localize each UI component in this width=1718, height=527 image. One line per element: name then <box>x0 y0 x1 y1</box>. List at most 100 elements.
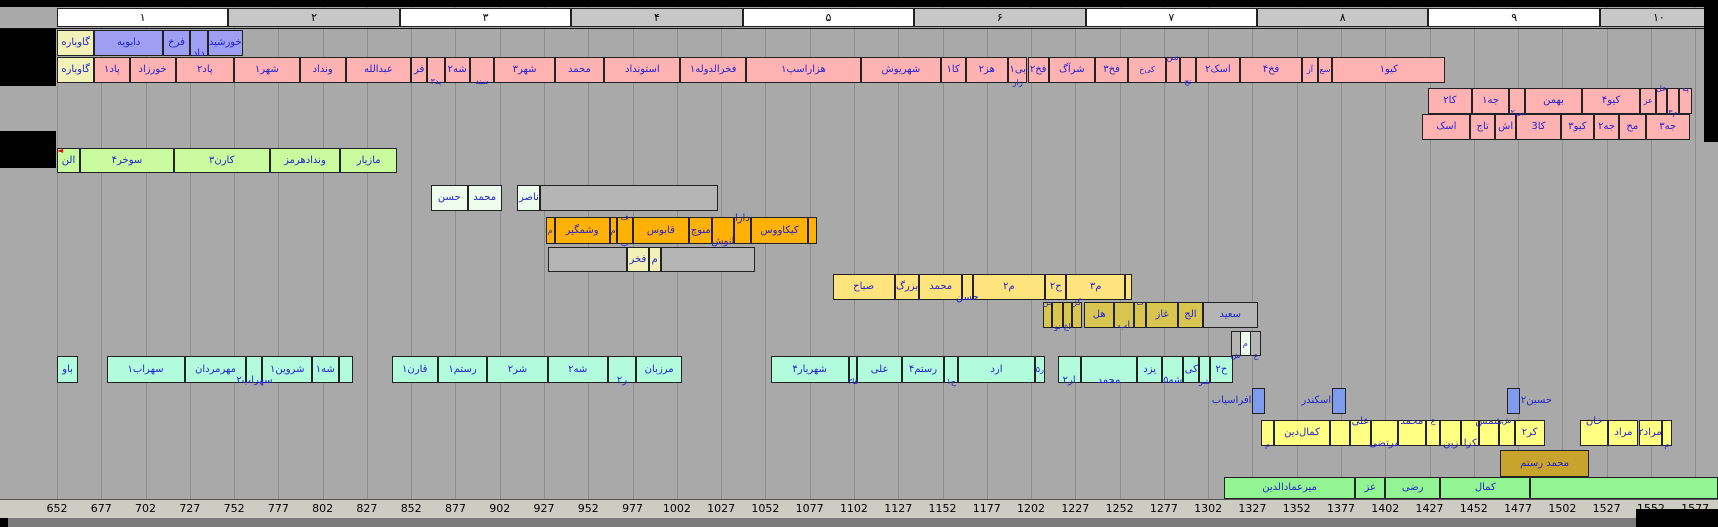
timeline-bar-r2[interactable]: هزاراسپ۱ <box>745 57 862 83</box>
timeline-bar-r13[interactable]: اسکندر <box>1301 388 1347 414</box>
timeline-bar-r6[interactable] <box>540 185 718 211</box>
timeline-bar-r2[interactable]: فخ۲ <box>1027 57 1049 83</box>
timeline-bar-r11[interactable]: م <box>1240 331 1251 356</box>
timeline-bar-r2[interactable]: پاد۱ <box>94 57 130 83</box>
timeline-bar-r2[interactable]: شهر۱ <box>234 57 300 83</box>
timeline-bar-r1[interactable]: داد <box>189 30 208 59</box>
timeline-bar-r10[interactable]: اغ <box>1062 302 1072 331</box>
timeline-bar-r2[interactable]: فخرالدوله۱ <box>680 57 746 83</box>
timeline-bar-r12[interactable]: شه۲ <box>547 356 608 383</box>
timeline-bar-r1[interactable]: خورشید <box>207 30 243 56</box>
timeline-bar-r2[interactable]: خورزاد <box>129 57 176 83</box>
timeline-bar-r3[interactable]: کا۲ <box>1427 88 1473 114</box>
timeline-bar-r12[interactable]: رستم۴ <box>901 356 945 383</box>
timeline-bar-r14[interactable] <box>1330 420 1350 446</box>
timeline-bar-r12[interactable]: شهریار۴ <box>770 356 849 383</box>
timeline-bar-r7[interactable]: دارا <box>733 214 752 244</box>
timeline-bar-r16[interactable]: رضی <box>1385 477 1441 499</box>
timeline-bar-r12[interactable]: شر۲ <box>487 356 548 383</box>
timeline-bar-r12[interactable]: علی <box>857 356 902 383</box>
timeline-bar-r12[interactable]: محمد <box>1080 356 1138 386</box>
timeline-bar-r3[interactable]: بی۲ <box>1509 88 1526 117</box>
timeline-bar-r4[interactable]: جه۲ <box>1594 114 1619 140</box>
timeline-bar-r6[interactable]: حسن <box>430 185 468 211</box>
timeline-bar-r9[interactable]: م۳ <box>1066 274 1125 300</box>
timeline-bar-r2[interactable]: شرآگ <box>1048 57 1095 83</box>
timeline-bar-r12[interactable]: باو <box>57 356 79 383</box>
timeline-bar-r12[interactable]: ار۲ <box>1057 356 1081 386</box>
timeline-bar-r12[interactable]: ر۵ <box>1034 356 1046 383</box>
timeline-bar-r3[interactable]: عز <box>1640 88 1657 114</box>
timeline-bar-r1[interactable]: گاوباره <box>57 30 95 56</box>
timeline-bar-r10[interactable]: گز <box>1071 299 1083 328</box>
timeline-bar-r10[interactable]: حن <box>1042 299 1053 328</box>
timeline-bar-r2[interactable]: هز۲ <box>965 57 1009 83</box>
timeline-bar-r13[interactable]: حسین۲ <box>1507 388 1552 414</box>
timeline-bar-r7[interactable]: وشمگیر <box>554 217 610 244</box>
timeline-bar-r16[interactable] <box>1530 477 1718 499</box>
timeline-bar-r2[interactable]: اسک۲ <box>1195 57 1241 83</box>
timeline-bar-r2[interactable]: سند <box>469 57 495 86</box>
timeline-bar-r12[interactable]: قارن۱ <box>391 356 438 383</box>
timeline-bar-r8[interactable] <box>660 247 755 272</box>
timeline-bar-r14[interactable]: کمال‌دین <box>1273 420 1331 446</box>
bottom-scrollbar-track[interactable] <box>0 518 1718 527</box>
timeline-bar-r9[interactable]: ح۲ <box>1045 274 1067 300</box>
timeline-bar-r14[interactable]: زین <box>1440 420 1462 449</box>
timeline-bar-r12[interactable]: مرزبان <box>636 356 683 383</box>
timeline-bar-r3[interactable]: عل <box>1656 85 1667 114</box>
timeline-bar-r2[interactable]: فر <box>411 57 428 83</box>
timeline-bar-r6[interactable]: ناصر <box>517 185 541 211</box>
timeline-bar-r2[interactable]: عبدالله <box>345 57 412 83</box>
timeline-bar-r1[interactable]: فرخ <box>163 30 190 56</box>
timeline-bar-r14[interactable]: مراد <box>1608 420 1639 446</box>
timeline-bar-r4[interactable]: جه۳ <box>1645 114 1690 140</box>
timeline-bar-r10[interactable]: ت <box>1133 299 1147 328</box>
timeline-bar-r5[interactable]: سوخر۴ <box>80 148 174 173</box>
timeline-bar-r14[interactable]: ع <box>1425 417 1441 446</box>
timeline-bar-r10[interactable]: غاز <box>1146 302 1179 328</box>
timeline-bar-r5[interactable]: مازیار <box>340 148 398 173</box>
timeline-bar-r2[interactable]: نص <box>1165 54 1180 83</box>
timeline-bar-r14[interactable]: م <box>1661 420 1673 449</box>
timeline-bar-r10[interactable]: الج <box>1178 302 1203 328</box>
timeline-bar-r12[interactable]: یزد <box>1137 356 1163 383</box>
timeline-bar-r7[interactable]: انوش <box>711 217 734 247</box>
timeline-bar-r14[interactable]: مراد۲ <box>1638 420 1662 446</box>
timeline-bar-r16[interactable]: میرعمادالدین <box>1224 477 1356 499</box>
timeline-bar-r12[interactable]: ارد <box>958 356 1035 383</box>
timeline-bar-r4[interactable]: مح <box>1619 114 1646 140</box>
timeline-bar-r14[interactable]: ش <box>1498 417 1515 446</box>
timeline-bar-r14[interactable]: کرا <box>1461 420 1480 449</box>
timeline-bar-r14[interactable]: خان <box>1580 417 1609 446</box>
timeline-bar-r2[interactable]: آز <box>1302 57 1318 83</box>
timeline-bar-r2[interactable]: کیو۱ <box>1332 57 1446 83</box>
timeline-bar-r4[interactable]: اسک <box>1422 114 1471 140</box>
timeline-bar-r2[interactable]: ونداد <box>299 57 346 83</box>
timeline-bar-r12[interactable]: ح۲ <box>1209 356 1233 383</box>
timeline-bar-r10[interactable]: اب <box>1114 302 1134 331</box>
timeline-bar-r2[interactable]: فخ۳ <box>1094 57 1129 83</box>
timeline-bar-r12[interactable]: ح۱ <box>944 356 959 386</box>
timeline-bar-r4[interactable]: اش <box>1495 114 1517 140</box>
timeline-bar-r8[interactable] <box>547 247 628 272</box>
timeline-bar-r14[interactable]: م <box>1261 420 1274 449</box>
timeline-bar-r3[interactable]: م۳ <box>1666 88 1680 117</box>
timeline-bar-r3[interactable]: په <box>1679 85 1692 114</box>
timeline-bar-r12[interactable]: سهراب۱ <box>106 356 185 383</box>
timeline-bar-r9[interactable]: بزرگ <box>894 274 920 300</box>
timeline-bar-r12[interactable]: ر۲ <box>607 356 637 386</box>
timeline-bar-r4[interactable]: کا3 <box>1516 114 1561 140</box>
timeline-bar-r14[interactable]: محمد <box>1397 417 1426 446</box>
timeline-bar-r2[interactable]: کی‌خ <box>1128 57 1166 83</box>
timeline-bar-r7[interactable] <box>807 217 817 244</box>
timeline-bar-r12[interactable]: قا۳ <box>848 356 858 386</box>
timeline-bar-r4[interactable]: کیو۳ <box>1560 114 1595 140</box>
timeline-bar-r12[interactable]: سهراب۲ <box>236 356 272 386</box>
timeline-bar-r12[interactable] <box>338 356 353 383</box>
timeline-bar-r2[interactable]: کا۱ <box>940 57 966 83</box>
timeline-bar-r2[interactable]: محمد <box>554 57 605 83</box>
timeline-bar-r2[interactable]: گاوباره <box>57 57 95 83</box>
timeline-bar-r2[interactable]: فخ۴ <box>1240 57 1302 83</box>
timeline-bar-r2[interactable]: زار <box>1008 57 1027 87</box>
